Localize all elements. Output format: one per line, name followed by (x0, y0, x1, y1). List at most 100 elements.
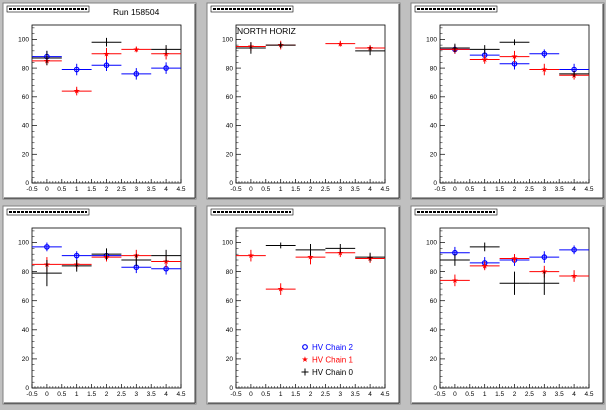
x-tick-label: 3.5 (147, 391, 156, 398)
y-tick-label: 60 (430, 94, 438, 101)
y-tick-label: 60 (22, 94, 30, 101)
y-tick-label: 40 (430, 123, 438, 130)
data-point-star: ★ (511, 254, 518, 263)
chart-panel-4: -0.500.511.522.533.544.5020406080100★★★★… (2, 205, 197, 405)
pad-background (410, 205, 605, 405)
x-tick-label: 3.5 (555, 186, 564, 193)
x-tick-label: 2.5 (117, 186, 126, 193)
run-label: Run 158504 (113, 7, 160, 17)
x-tick-label: 4.5 (176, 391, 185, 398)
x-tick-label: 1.5 (495, 186, 504, 193)
legend-marker-circle (302, 344, 308, 350)
data-point-star: ★ (541, 65, 548, 74)
x-tick-label: 4 (368, 186, 372, 193)
y-tick-label: 40 (22, 327, 30, 334)
y-tick-label: 60 (226, 94, 234, 101)
x-tick-label: 0.5 (261, 186, 270, 193)
data-point-star: ★ (481, 55, 488, 64)
y-tick-label: 40 (226, 327, 234, 334)
x-tick-label: 2 (513, 391, 517, 398)
data-point-star: ★ (451, 276, 458, 285)
data-point-star: ★ (133, 45, 140, 54)
data-point-star: ★ (571, 272, 578, 281)
pad-background (410, 2, 605, 200)
x-tick-label: 2 (513, 186, 517, 193)
y-tick-label: 60 (22, 298, 30, 305)
x-tick-label: 3.5 (351, 391, 360, 398)
y-tick-label: 20 (22, 151, 30, 158)
data-point-star: ★ (307, 253, 314, 262)
data-point-star: ★ (337, 39, 344, 48)
chart-panel-2: -0.500.511.522.533.544.5020406080100★★★★… (206, 2, 401, 200)
data-point-circle (44, 244, 50, 250)
data-point-star: ★ (247, 251, 254, 260)
x-tick-label: 0.5 (57, 391, 66, 398)
x-tick-label: 4 (368, 391, 372, 398)
x-tick-label: 3 (338, 186, 342, 193)
x-tick-label: 2 (309, 186, 313, 193)
x-tick-label: 0 (453, 186, 457, 193)
x-tick-label: 0.5 (261, 391, 270, 398)
x-tick-label: 1 (279, 391, 283, 398)
data-point-star: ★ (277, 285, 284, 294)
data-point-circle (73, 66, 80, 73)
y-tick-label: 20 (226, 356, 234, 363)
x-tick-label: 3.5 (147, 186, 156, 193)
data-point-circle (103, 62, 110, 69)
x-tick-label: 1 (75, 186, 79, 193)
y-tick-label: 60 (430, 298, 438, 305)
y-tick-label: 80 (430, 65, 438, 72)
x-tick-label: 4.5 (584, 391, 593, 398)
x-tick-label: 3 (542, 186, 546, 193)
y-tick-label: 0 (433, 180, 437, 187)
y-tick-label: 100 (18, 240, 29, 247)
y-tick-label: 80 (22, 65, 30, 72)
y-tick-label: 20 (22, 356, 30, 363)
x-tick-label: -0.5 (230, 391, 242, 398)
x-tick-label: 1 (483, 391, 487, 398)
x-tick-label: 2 (105, 391, 109, 398)
x-tick-label: 1 (279, 186, 283, 193)
data-point-star: ★ (337, 248, 344, 257)
data-point-star: ★ (511, 52, 518, 61)
y-tick-label: 0 (229, 385, 233, 392)
y-tick-label: 60 (226, 298, 234, 305)
y-tick-label: 0 (433, 385, 437, 392)
x-tick-label: 3 (134, 391, 138, 398)
data-point-star: ★ (163, 257, 170, 266)
x-tick-label: 4.5 (176, 186, 185, 193)
legend-entry: HV Chain 2 (312, 343, 353, 352)
y-tick-label: 100 (18, 37, 29, 44)
y-tick-label: 40 (226, 123, 234, 130)
x-tick-label: 1 (75, 391, 79, 398)
x-tick-label: 0 (45, 391, 49, 398)
x-tick-label: -0.5 (26, 391, 38, 398)
x-tick-label: 4 (164, 186, 168, 193)
x-tick-label: -0.5 (230, 186, 242, 193)
x-tick-label: 2.5 (117, 391, 126, 398)
x-tick-label: 3 (542, 391, 546, 398)
x-tick-label: 4 (164, 391, 168, 398)
x-tick-label: 2 (309, 391, 313, 398)
x-tick-label: 3 (134, 186, 138, 193)
x-tick-label: 4.5 (380, 186, 389, 193)
chart-panel-6: -0.5 0 0.5 1 1.5 2 2.5 3 3.5 4 4.5020406080100★★★★… (410, 205, 605, 405)
x-tick-label: 3.5 (555, 391, 564, 398)
x-tick-label: 2.5 (321, 391, 330, 398)
y-tick-label: 100 (426, 240, 437, 247)
y-tick-label: 80 (226, 65, 234, 72)
x-tick-label: 0.5 (465, 391, 474, 398)
x-tick-label: -0.5 (434, 391, 446, 398)
y-tick-label: 80 (226, 269, 234, 276)
x-tick-label: 2.5 (525, 186, 534, 193)
x-tick-label: 1.5 (291, 391, 300, 398)
detector-label: NORTH HORIZ (237, 26, 296, 36)
x-tick-label: 1.5 (87, 391, 96, 398)
y-tick-label: 40 (430, 327, 438, 334)
x-tick-label: 0 (453, 391, 457, 398)
x-tick-label: -0.5 (434, 186, 446, 193)
y-tick-label: 0 (25, 180, 29, 187)
data-point-circle (163, 65, 169, 71)
